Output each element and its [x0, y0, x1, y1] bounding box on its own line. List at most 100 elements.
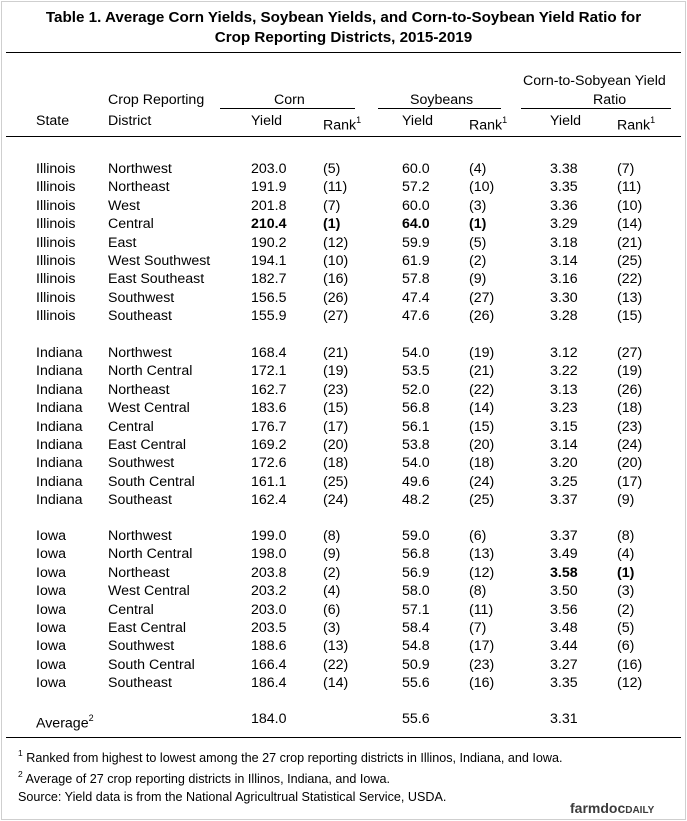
corn-yield-cell: 183.6: [251, 400, 287, 417]
table-row: Iowa Northeast 203.8 (2) 56.9 (12) 3.58 (1): [2, 564, 685, 582]
ratio-rank-cell: (26): [617, 381, 643, 398]
corn-yield-cell: 198.0: [251, 546, 287, 563]
ratio-rank-cell: (19): [617, 363, 643, 380]
soy-yield-cell: 61.9: [402, 253, 430, 269]
soy-rank-cell: (24): [469, 473, 495, 490]
state-cell: Indiana: [36, 473, 83, 490]
soy-rank-cell: (10): [469, 179, 495, 196]
corn-yield-cell: 162.4: [251, 492, 287, 509]
district-cell: South Central: [108, 656, 195, 673]
ratio-rank-cell: (21): [617, 234, 643, 251]
table-row: Indiana West Central 183.6 (15) 56.8 (14) 3.23…: [2, 399, 685, 417]
corn-rank-cell: (23): [323, 381, 349, 398]
table-row: Illinois West Southwest 194.1 (10) 61.9 (2) 3.…: [2, 252, 685, 270]
corn-rank-cell: (21): [323, 345, 349, 361]
state-cell: Iowa: [36, 564, 66, 581]
soy-yield-cell: 54.0: [402, 345, 430, 361]
ratio-yield-cell: 3.16: [550, 271, 578, 288]
header-corn-rank-sup: 1: [356, 115, 362, 125]
ratio-yield-cell: 3.13: [550, 381, 578, 398]
soy-yield-cell: 56.8: [402, 400, 430, 417]
corn-rank-cell: (15): [323, 400, 349, 417]
average-label: Average2: [36, 710, 94, 733]
soybeans-underline: [378, 108, 501, 109]
ratio-rank-cell: (16): [617, 656, 643, 673]
soy-yield-cell: 57.2: [402, 179, 430, 196]
table-row: Indiana Central 176.7 (17) 56.1 (15) 3.15 (23): [2, 418, 685, 436]
corn-yield-cell: 161.1: [251, 473, 287, 490]
corn-rank-cell: (5): [323, 161, 341, 177]
ratio-rank-cell: (25): [617, 253, 643, 269]
soy-yield-cell: 54.8: [402, 638, 430, 655]
district-cell: Southeast: [108, 308, 172, 325]
corn-yield-cell: 186.4: [251, 675, 287, 692]
table-row: Illinois Southeast 155.9 (27) 47.6 (26) 3.28 (1…: [2, 307, 685, 325]
corn-rank-cell: (20): [323, 437, 349, 453]
footnote-2-sup: 2: [18, 769, 23, 779]
corn-yield-cell: 199.0: [251, 528, 287, 544]
state-cell: Illinois: [36, 179, 76, 196]
ratio-rank-cell: (11): [617, 179, 642, 196]
table-row: Indiana Northeast 162.7 (23) 52.0 (22) 3.13 (26…: [2, 381, 685, 399]
footnote-1-sup: 1: [18, 748, 23, 758]
soy-rank-cell: (27): [469, 289, 495, 306]
table-row: Illinois East 190.2 (12) 59.9 (5) 3.18 (21): [2, 234, 685, 252]
brand-name: farmdoc: [570, 800, 626, 816]
corn-rank-cell: (26): [323, 289, 349, 306]
ratio-rank-cell: (18): [617, 400, 643, 417]
state-cell: Illinois: [36, 289, 76, 306]
corn-yield-cell: 169.2: [251, 437, 287, 453]
header-ratio-rank-sup: 1: [650, 115, 656, 125]
table-row: Indiana East Central 169.2 (20) 53.8 (20) 3.14…: [2, 436, 685, 454]
corn-yield-cell: 156.5: [251, 289, 287, 306]
average-corn-yield: 184.0: [251, 711, 287, 727]
soy-yield-cell: 47.6: [402, 308, 430, 325]
soy-rank-cell: (5): [469, 234, 487, 251]
footnote-2: 2 Average of 27 crop reporting districts…: [18, 767, 390, 787]
title-line-1: Table 1. Average Corn Yields, Soybean Yi…: [45, 9, 642, 26]
soy-rank-cell: (15): [469, 418, 495, 435]
corn-rank-cell: (4): [323, 583, 341, 600]
soy-rank-cell: (3): [469, 197, 487, 214]
state-cell: Iowa: [36, 656, 66, 673]
ratio-yield-cell: 3.58: [550, 564, 578, 581]
header-ratio-rank-label: Rank: [617, 117, 651, 134]
soy-yield-cell: 47.4: [402, 289, 430, 306]
table-row: Iowa Northwest 199.0 (8) 59.0 (6) 3.37 (8): [2, 527, 685, 545]
corn-yield-cell: 190.2: [251, 234, 287, 251]
state-cell: Illinois: [36, 253, 76, 269]
table-row: Iowa East Central 203.5 (3) 58.4 (7) 3.48 (5): [2, 619, 685, 637]
soy-rank-cell: (8): [469, 583, 487, 600]
state-cell: Illinois: [36, 234, 76, 251]
corn-yield-cell: 188.6: [251, 638, 287, 655]
corn-yield-cell: 203.5: [251, 620, 287, 636]
ratio-yield-cell: 3.20: [550, 455, 578, 472]
header-ratio-line2: Ratio: [593, 92, 627, 108]
district-cell: Northeast: [108, 179, 170, 196]
soy-yield-cell: 64.0: [402, 216, 430, 233]
footnote-2-text: Average of 27 crop reporting districts i…: [22, 772, 391, 787]
district-cell: Southeast: [108, 492, 172, 509]
district-cell: Southwest: [108, 289, 175, 306]
district-cell: East: [108, 234, 137, 251]
table-row: Indiana North Central 172.1 (19) 53.5 (21) 3.2…: [2, 362, 685, 380]
corn-yield-cell: 172.6: [251, 455, 287, 472]
footnote-1-text: Ranked from highest to lowest among the …: [22, 751, 563, 766]
ratio-rank-cell: (7): [617, 161, 635, 177]
state-cell: Indiana: [36, 437, 83, 453]
ratio-rank-cell: (8): [617, 528, 635, 544]
district-cell: West: [108, 197, 141, 214]
ratio-yield-cell: 3.25: [550, 473, 578, 490]
soy-yield-cell: 57.1: [402, 601, 430, 618]
ratio-rank-cell: (5): [617, 620, 635, 636]
corn-rank-cell: (8): [323, 528, 341, 544]
header-soybeans: Soybeans: [410, 92, 474, 108]
soy-yield-cell: 58.0: [402, 583, 430, 600]
soy-rank-cell: (14): [469, 400, 495, 417]
table-row: Iowa North Central 198.0 (9) 56.8 (13) 3.49 (4): [2, 545, 685, 563]
header-district-line1: Crop Reporting: [108, 92, 205, 108]
table-row: Indiana Southwest 172.6 (18) 54.0 (18) 3.20 (20…: [2, 454, 685, 472]
corn-yield-cell: 203.2: [251, 583, 287, 600]
header-corn-yield: Yield: [251, 113, 283, 129]
ratio-yield-cell: 3.35: [550, 675, 578, 692]
